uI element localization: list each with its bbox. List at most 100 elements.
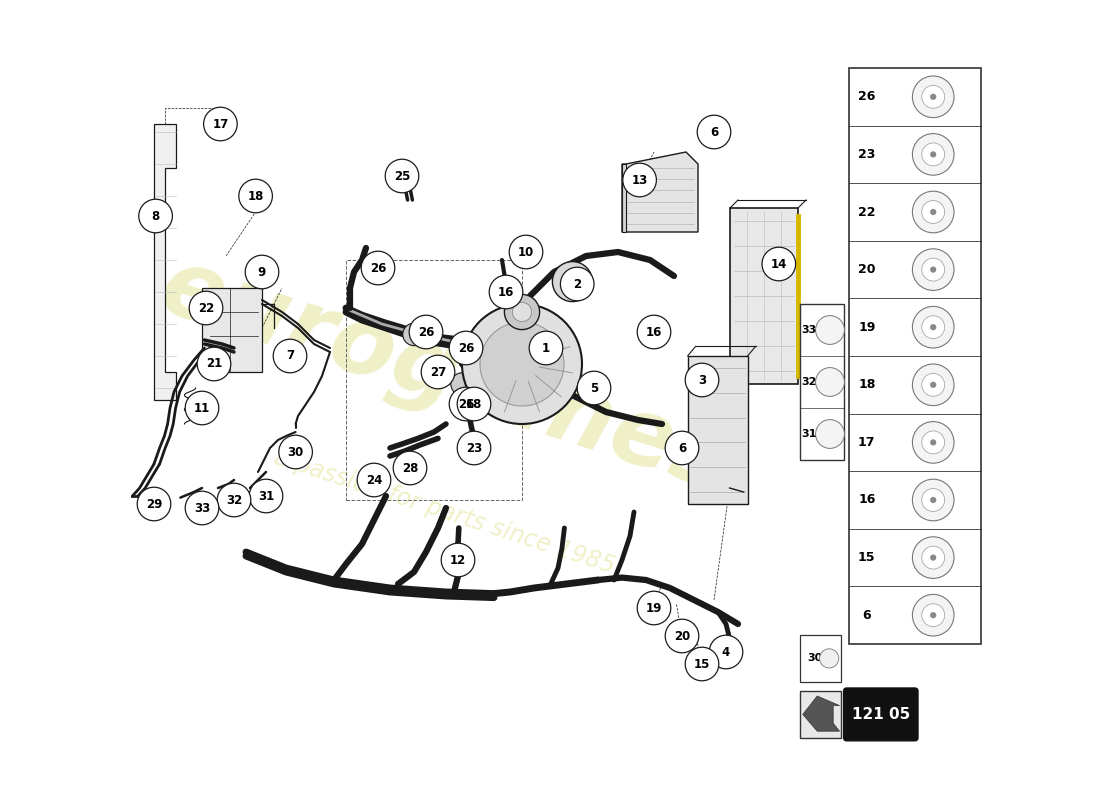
Bar xyxy=(800,304,844,460)
Circle shape xyxy=(217,483,251,517)
Circle shape xyxy=(513,302,531,322)
Circle shape xyxy=(922,489,945,511)
Circle shape xyxy=(393,451,427,485)
Text: 10: 10 xyxy=(518,246,535,258)
Bar xyxy=(688,356,748,504)
Circle shape xyxy=(912,191,954,233)
Circle shape xyxy=(578,371,610,405)
Circle shape xyxy=(623,163,657,197)
Circle shape xyxy=(139,199,173,233)
Text: 29: 29 xyxy=(146,498,162,510)
Text: 16: 16 xyxy=(498,286,514,298)
Circle shape xyxy=(912,422,954,463)
Text: 16: 16 xyxy=(646,326,662,338)
Circle shape xyxy=(138,487,170,521)
Text: 18: 18 xyxy=(248,190,264,202)
Text: 20: 20 xyxy=(858,263,876,276)
Circle shape xyxy=(273,339,307,373)
Text: 31: 31 xyxy=(802,429,817,439)
Circle shape xyxy=(505,294,540,330)
Text: 20: 20 xyxy=(674,630,690,642)
Text: 31: 31 xyxy=(257,490,274,502)
Text: 33: 33 xyxy=(802,325,817,335)
Text: 18: 18 xyxy=(465,398,482,410)
Circle shape xyxy=(922,258,945,281)
Bar xyxy=(800,691,842,738)
Circle shape xyxy=(931,151,936,158)
Circle shape xyxy=(278,435,312,469)
Text: 6: 6 xyxy=(710,126,718,138)
Circle shape xyxy=(912,134,954,175)
Text: 24: 24 xyxy=(366,474,382,486)
Text: 121 05: 121 05 xyxy=(851,707,910,722)
Circle shape xyxy=(560,267,594,301)
Circle shape xyxy=(421,355,454,389)
Circle shape xyxy=(666,619,698,653)
Text: 22: 22 xyxy=(198,302,214,314)
Circle shape xyxy=(358,463,390,497)
Circle shape xyxy=(815,419,845,448)
Text: 26: 26 xyxy=(418,326,434,338)
Text: 15: 15 xyxy=(858,551,876,564)
Text: 26: 26 xyxy=(458,398,474,410)
Text: eurogames: eurogames xyxy=(148,241,740,511)
Circle shape xyxy=(912,594,954,636)
Circle shape xyxy=(637,591,671,625)
Bar xyxy=(849,68,981,644)
Circle shape xyxy=(912,479,954,521)
Polygon shape xyxy=(621,152,698,232)
Polygon shape xyxy=(621,164,626,232)
Circle shape xyxy=(931,554,936,561)
Circle shape xyxy=(912,364,954,406)
Bar xyxy=(730,208,798,384)
Circle shape xyxy=(931,382,936,388)
Circle shape xyxy=(697,115,730,149)
Circle shape xyxy=(922,546,945,569)
Text: 27: 27 xyxy=(430,366,447,378)
Circle shape xyxy=(931,209,936,215)
Text: 1: 1 xyxy=(542,342,550,354)
Text: 14: 14 xyxy=(771,258,786,270)
Text: 26: 26 xyxy=(458,342,474,354)
Text: 15: 15 xyxy=(694,658,711,670)
Circle shape xyxy=(820,649,839,668)
Circle shape xyxy=(403,323,426,346)
Text: 7: 7 xyxy=(286,350,294,362)
Circle shape xyxy=(685,363,718,397)
Circle shape xyxy=(815,315,845,344)
Text: 9: 9 xyxy=(257,266,266,278)
Circle shape xyxy=(637,315,671,349)
Text: 5: 5 xyxy=(590,382,598,394)
Text: 26: 26 xyxy=(858,90,876,103)
Circle shape xyxy=(529,331,563,365)
Circle shape xyxy=(458,387,491,421)
Circle shape xyxy=(458,431,491,465)
Circle shape xyxy=(931,266,936,273)
Circle shape xyxy=(480,322,564,406)
Text: 13: 13 xyxy=(631,174,648,186)
Circle shape xyxy=(912,249,954,290)
Circle shape xyxy=(509,235,542,269)
Circle shape xyxy=(931,439,936,446)
Circle shape xyxy=(922,374,945,396)
Circle shape xyxy=(239,179,273,213)
Text: 4: 4 xyxy=(722,646,730,658)
Circle shape xyxy=(449,387,483,421)
Circle shape xyxy=(922,604,945,626)
Circle shape xyxy=(185,491,219,525)
Text: 21: 21 xyxy=(206,358,222,370)
Circle shape xyxy=(931,497,936,503)
Text: 16: 16 xyxy=(858,494,876,506)
Circle shape xyxy=(361,251,395,285)
Text: 18: 18 xyxy=(858,378,876,391)
Circle shape xyxy=(685,647,718,681)
Circle shape xyxy=(666,431,698,465)
Circle shape xyxy=(931,324,936,330)
Circle shape xyxy=(931,612,936,618)
Polygon shape xyxy=(154,124,176,400)
Circle shape xyxy=(922,201,945,223)
Circle shape xyxy=(912,306,954,348)
Text: 33: 33 xyxy=(194,502,210,514)
Circle shape xyxy=(409,315,443,349)
Bar xyxy=(202,288,262,372)
